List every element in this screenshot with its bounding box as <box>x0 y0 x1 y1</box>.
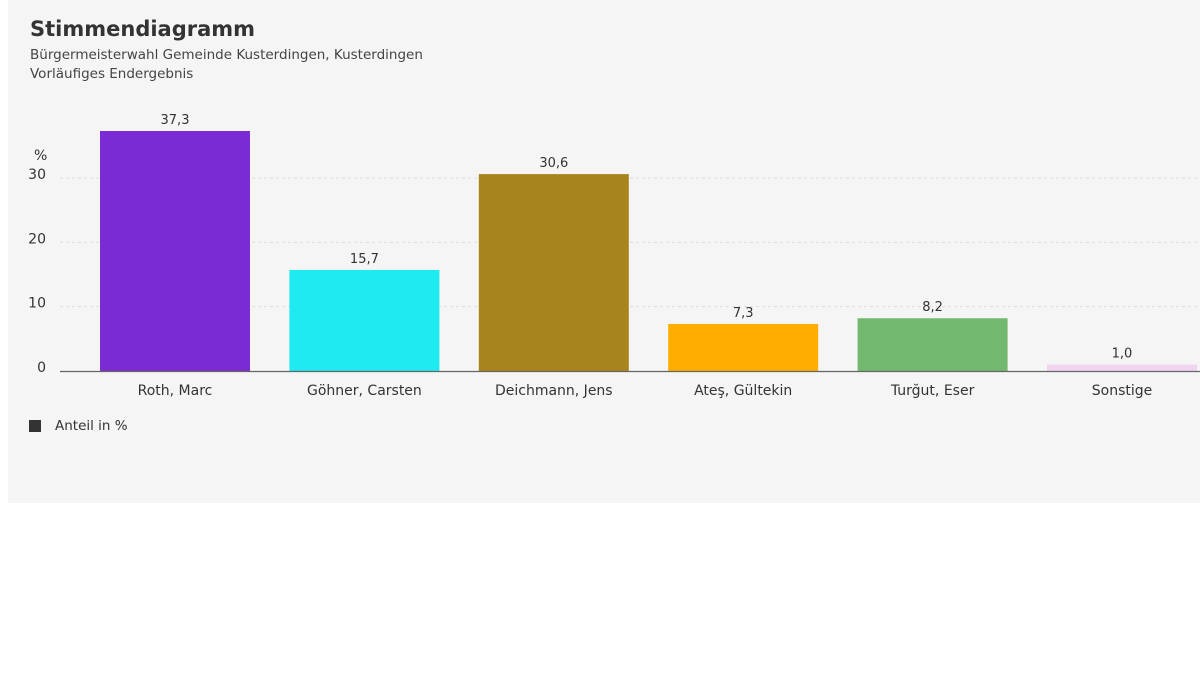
chart-title: Stimmendiagramm <box>30 17 256 41</box>
chart-subtitle-status: Vorläufiges Endergebnis <box>30 66 194 82</box>
legend-label: Anteil in % <box>55 418 128 434</box>
category-label: Roth, Marc <box>138 383 213 399</box>
category-label: Göhner, Carsten <box>307 383 422 399</box>
chart-subtitle-election: Bürgermeisterwahl Gemeinde Kusterdingen,… <box>30 47 423 63</box>
y-tick-label: 30 <box>28 167 46 183</box>
chart-panel: Stimmendiagramm Bürgermeisterwahl Gemein… <box>8 0 1200 503</box>
legend-swatch <box>29 420 41 432</box>
bar-value-label: 8,2 <box>922 300 943 315</box>
y-axis-unit-label: % <box>34 148 47 164</box>
y-tick-label: 20 <box>28 231 46 247</box>
category-label: Deichmann, Jens <box>495 383 613 399</box>
y-tick-label: 0 <box>37 360 46 376</box>
bar-1 <box>289 269 440 371</box>
bar-5 <box>1047 364 1197 371</box>
bar-value-label: 30,6 <box>539 156 568 171</box>
category-label: Turğut, Eser <box>890 383 975 399</box>
category-label: Sonstige <box>1092 383 1153 399</box>
bar-3 <box>668 324 819 371</box>
bar-value-label: 7,3 <box>733 306 754 321</box>
legend[interactable]: Anteil in % <box>29 418 128 434</box>
bar-chart: 0 10 20 30% 37,3 Roth, Marc 15,7 Göhner, Carste… <box>28 113 1200 399</box>
bar-value-label: 15,7 <box>350 252 379 267</box>
bar-2 <box>478 174 629 371</box>
bar-value-label: 37,3 <box>161 113 190 128</box>
category-label: Ateş, Gültekin <box>694 383 792 399</box>
y-tick-label: 10 <box>28 296 46 312</box>
bar-value-label: 1,0 <box>1112 347 1133 362</box>
bar-0 <box>100 131 250 371</box>
bar-4 <box>857 318 1008 371</box>
